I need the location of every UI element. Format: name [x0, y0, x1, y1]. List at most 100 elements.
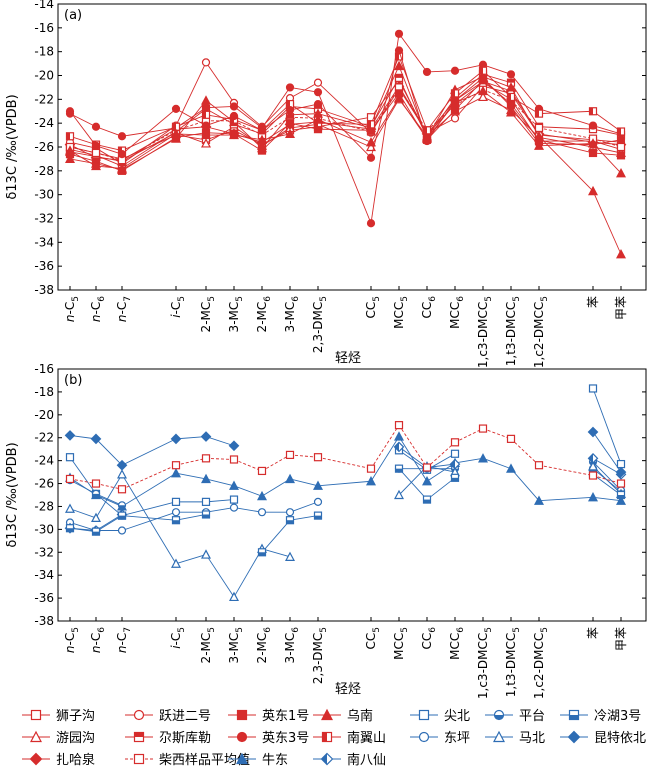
legend-marker — [29, 752, 43, 766]
legend-label: 狮子沟 — [56, 709, 95, 724]
series-line — [317, 92, 372, 224]
series-line — [538, 110, 594, 115]
series-line — [454, 85, 484, 119]
data-point — [616, 495, 626, 505]
data-point — [91, 479, 101, 488]
x-tick-label: CC5 — [364, 627, 382, 650]
data-point — [201, 103, 211, 112]
data-point — [534, 123, 544, 133]
series-line — [69, 141, 97, 149]
y-tick-label: -34 — [34, 568, 54, 582]
data-point — [171, 467, 181, 478]
series-line — [175, 134, 207, 141]
legend-label: 尕斯库勒 — [159, 730, 211, 746]
data-point — [588, 471, 598, 480]
data-point — [588, 461, 598, 471]
legend-item: 尕斯库勒 — [125, 730, 211, 746]
series-line — [426, 70, 456, 73]
data-point — [91, 122, 101, 131]
series-line — [69, 479, 97, 495]
series-line — [95, 515, 123, 533]
series-line — [426, 97, 456, 138]
series-line — [233, 115, 263, 131]
series-line — [175, 472, 207, 480]
series-line — [592, 139, 622, 146]
data-point — [257, 142, 267, 153]
y-tick-label: -20 — [34, 69, 54, 83]
data-point — [201, 121, 211, 130]
series-line — [538, 134, 594, 141]
series-line — [454, 79, 484, 111]
data-point — [394, 431, 404, 441]
data-point — [171, 497, 181, 506]
data-point — [229, 503, 239, 512]
series-line — [454, 70, 484, 94]
series-line — [261, 478, 291, 497]
legend-label: 扎哈泉 — [56, 752, 95, 768]
y-tick-label: -36 — [34, 259, 54, 273]
y-tick-label: -26 — [34, 477, 54, 491]
x-tick-label: 1,t3-DMCC5 — [504, 296, 522, 366]
data-point — [534, 461, 544, 470]
data-point — [313, 511, 323, 520]
data-point — [313, 114, 323, 124]
series-line — [398, 33, 428, 73]
series-line — [454, 428, 484, 443]
series-line — [317, 119, 372, 143]
legend-marker — [133, 709, 145, 721]
data-point — [450, 449, 460, 458]
data-point — [394, 421, 404, 430]
panel-label: (a) — [64, 8, 82, 23]
series-line — [426, 477, 456, 500]
series-line — [398, 449, 428, 471]
x-tick-label: 苯 — [586, 627, 600, 639]
series-line — [370, 88, 400, 133]
series-line — [426, 441, 456, 468]
data-point — [285, 109, 295, 119]
legend-marker — [133, 731, 145, 743]
legend-item: 马北 — [485, 730, 545, 746]
legend-label: 游园沟 — [56, 731, 95, 746]
data-point — [171, 516, 181, 525]
data-point — [285, 450, 295, 460]
series-line — [592, 431, 622, 473]
series-line — [317, 123, 372, 148]
y-tick-label: -32 — [34, 212, 54, 226]
series-line — [121, 131, 177, 167]
y-tick-label: -30 — [34, 188, 54, 202]
series-line — [454, 96, 484, 112]
legend-item: 平台 — [485, 709, 545, 724]
data-point — [450, 114, 460, 123]
series-line — [233, 507, 263, 513]
x-tick-label: 2-MC5 — [199, 296, 217, 332]
data-point — [506, 92, 516, 102]
x-tick-label: MCC5 — [392, 296, 410, 329]
series-line — [205, 132, 235, 135]
data-point — [313, 88, 323, 97]
series-line — [289, 501, 319, 513]
data-point — [90, 433, 102, 445]
series-line — [454, 89, 484, 106]
y-tick-label: -36 — [34, 591, 54, 605]
data-point — [117, 501, 127, 510]
series-line — [205, 499, 235, 503]
series-line — [592, 461, 622, 491]
legend-item: 昆特依北 — [560, 730, 646, 746]
series-line — [317, 117, 372, 132]
data-point — [366, 120, 376, 129]
series-line — [121, 474, 177, 564]
series-line — [510, 74, 540, 110]
legend-marker — [236, 752, 248, 765]
series-line — [370, 93, 400, 131]
series-line — [289, 122, 319, 130]
legend-marker — [30, 709, 42, 721]
data-point — [422, 67, 432, 77]
series-line — [233, 120, 263, 136]
series-line — [426, 93, 456, 131]
data-point — [616, 151, 626, 160]
legend-item: 跃进二号 — [125, 709, 211, 724]
series-line — [289, 103, 319, 111]
data-point — [478, 91, 488, 102]
series-extra-2 — [65, 85, 626, 178]
series-line — [592, 388, 622, 465]
